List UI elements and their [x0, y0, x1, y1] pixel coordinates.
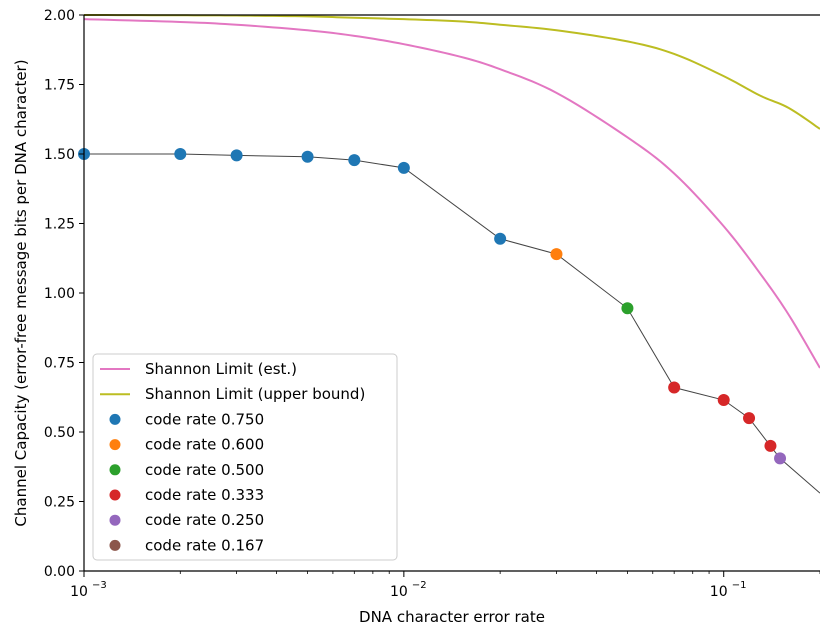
- data-point: [174, 148, 187, 160]
- legend-box: [92, 353, 398, 561]
- point-layer: [78, 148, 787, 465]
- line-layer: [84, 14, 820, 369]
- legend-marker: [109, 539, 121, 551]
- legend: Shannon Limit (est.) Shannon Limit (upper…: [92, 353, 398, 561]
- legend-label: code rate 0.167: [145, 536, 264, 554]
- x-tick-exponent: −1: [732, 580, 747, 591]
- data-point: [717, 394, 730, 407]
- y-tick-label: 1.50: [44, 147, 75, 163]
- y-tick-label: 1.00: [44, 286, 75, 302]
- line-series-2: [84, 14, 820, 130]
- y-tick-label: 2.00: [44, 8, 75, 24]
- data-point: [494, 232, 507, 245]
- legend-label: Shannon Limit (upper bound): [145, 385, 365, 403]
- data-point: [774, 452, 787, 465]
- y-axis-label: Channel Capacity (error-free message bit…: [12, 59, 30, 526]
- legend-marker: [109, 464, 121, 476]
- x-axis-label: DNA character error rate: [359, 608, 545, 626]
- y-tick-label: 0.00: [44, 564, 75, 580]
- data-point: [550, 248, 563, 261]
- x-tick-label: 10: [70, 584, 88, 600]
- y-tick-label: 0.25: [44, 495, 75, 511]
- data-point: [301, 150, 314, 163]
- data-point: [621, 302, 634, 315]
- legend-marker: [109, 439, 121, 451]
- legend-marker: [109, 413, 121, 425]
- data-point: [668, 381, 681, 394]
- x-tick-label: 10: [710, 584, 728, 600]
- y-tick-label: 0.50: [44, 425, 75, 441]
- legend-label: code rate 0.600: [145, 436, 264, 454]
- y-tick-label: 1.25: [44, 217, 75, 233]
- legend-label: code rate 0.750: [145, 410, 264, 428]
- x-tick-exponent: −3: [92, 580, 107, 591]
- data-point: [397, 161, 410, 174]
- tick-layer: 0.00 0.25 0.50 0.75 1.00 1.25 1.50 1.75 2.00 10 −3…: [44, 8, 820, 600]
- data-point: [764, 439, 777, 452]
- y-tick-label: 0.75: [44, 356, 75, 372]
- legend-label: code rate 0.500: [145, 461, 264, 479]
- y-tick-label: 1.75: [44, 78, 75, 94]
- data-point: [230, 149, 243, 162]
- data-point: [743, 412, 756, 425]
- data-point: [348, 154, 361, 167]
- line-series-1: [84, 18, 820, 369]
- legend-label: Shannon Limit (est.): [145, 360, 297, 378]
- x-tick-exponent: −2: [412, 580, 427, 591]
- x-tick-label: 10: [390, 584, 408, 600]
- legend-label: code rate 0.250: [145, 511, 264, 529]
- legend-marker: [109, 514, 121, 526]
- legend-marker: [109, 489, 121, 501]
- legend-label: code rate 0.333: [145, 486, 264, 504]
